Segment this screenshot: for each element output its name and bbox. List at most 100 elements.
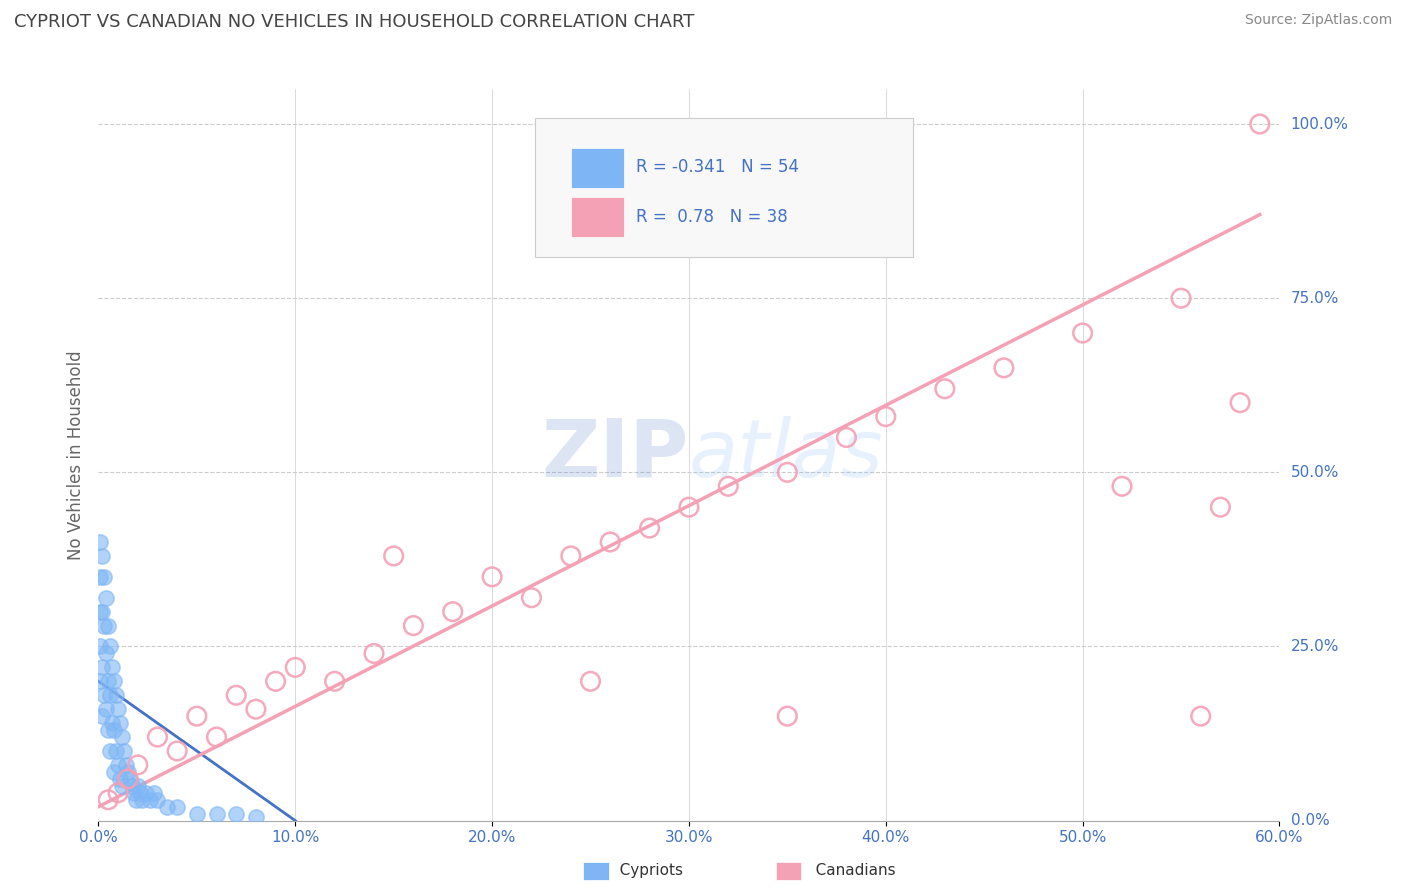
Text: CYPRIOT VS CANADIAN NO VEHICLES IN HOUSEHOLD CORRELATION CHART: CYPRIOT VS CANADIAN NO VEHICLES IN HOUSE…: [14, 13, 695, 31]
Point: [98, 744, 121, 758]
Point: [560, 549, 582, 563]
Point: [98, 640, 121, 654]
Text: 0.0%: 0.0%: [1291, 814, 1329, 828]
Point: [91, 660, 114, 674]
Point: [96, 702, 118, 716]
Point: [108, 772, 131, 786]
Point: [225, 688, 247, 702]
Point: [135, 786, 157, 800]
Point: [441, 605, 464, 619]
Point: [205, 806, 228, 821]
Point: [1071, 326, 1094, 340]
Point: [717, 479, 740, 493]
Point: [115, 758, 138, 772]
Y-axis label: No Vehicles in Household: No Vehicles in Household: [66, 350, 84, 560]
Point: [245, 702, 267, 716]
Point: [382, 549, 405, 563]
Point: [402, 618, 425, 632]
Point: [118, 772, 141, 786]
Point: [93, 570, 115, 584]
Point: [1189, 709, 1212, 723]
Point: [128, 786, 150, 800]
Point: [264, 674, 287, 689]
Point: [117, 772, 139, 786]
Point: [108, 716, 131, 731]
Point: [1209, 500, 1232, 515]
Point: [103, 674, 125, 689]
Point: [93, 688, 115, 702]
Point: [579, 674, 602, 689]
Point: [105, 688, 128, 702]
Point: [225, 806, 247, 821]
Point: [131, 793, 153, 807]
Point: [89, 570, 111, 584]
Point: [111, 730, 134, 744]
Point: [98, 688, 121, 702]
Point: [776, 466, 799, 480]
Text: R = -0.341   N = 54: R = -0.341 N = 54: [636, 159, 799, 177]
Point: [91, 549, 114, 563]
Text: 25.0%: 25.0%: [1291, 639, 1339, 654]
Point: [89, 535, 111, 549]
Point: [91, 709, 114, 723]
Point: [166, 799, 188, 814]
Point: [638, 521, 661, 535]
Text: Source: ZipAtlas.com: Source: ZipAtlas.com: [1244, 13, 1392, 28]
Point: [520, 591, 543, 605]
Point: [97, 618, 120, 632]
Point: [122, 786, 145, 800]
FancyBboxPatch shape: [571, 148, 624, 188]
Point: [776, 709, 799, 723]
Point: [481, 570, 503, 584]
Point: [146, 793, 169, 807]
Point: [166, 744, 188, 758]
Point: [1249, 117, 1271, 131]
Point: [101, 716, 124, 731]
Point: [1111, 479, 1133, 493]
Point: [156, 799, 179, 814]
FancyBboxPatch shape: [571, 197, 624, 237]
Text: Canadians: Canadians: [801, 863, 896, 878]
Point: [323, 674, 346, 689]
Point: [835, 430, 858, 444]
Point: [117, 764, 139, 779]
Text: ZIP: ZIP: [541, 416, 689, 494]
Point: [186, 806, 208, 821]
Point: [142, 786, 165, 800]
Point: [103, 764, 125, 779]
Point: [205, 730, 228, 744]
Point: [127, 758, 149, 772]
Point: [93, 618, 115, 632]
FancyBboxPatch shape: [536, 119, 914, 258]
Point: [678, 500, 700, 515]
Point: [284, 660, 307, 674]
Point: [107, 702, 129, 716]
Point: [89, 605, 111, 619]
Point: [934, 382, 956, 396]
Point: [111, 779, 134, 793]
Point: [875, 409, 897, 424]
Point: [138, 793, 160, 807]
Point: [107, 786, 129, 800]
Point: [89, 674, 111, 689]
Point: [96, 647, 118, 661]
Point: [101, 660, 124, 674]
Text: Cypriots: Cypriots: [605, 863, 682, 878]
Point: [97, 674, 120, 689]
Point: [96, 591, 118, 605]
Point: [103, 723, 125, 737]
Point: [993, 360, 1015, 375]
Point: [186, 709, 208, 723]
Text: 75.0%: 75.0%: [1291, 291, 1339, 306]
Point: [146, 730, 169, 744]
Point: [91, 605, 114, 619]
Text: 50.0%: 50.0%: [1291, 465, 1339, 480]
Point: [107, 758, 129, 772]
Text: atlas: atlas: [689, 416, 884, 494]
Point: [97, 723, 120, 737]
Point: [89, 640, 111, 654]
Point: [112, 744, 135, 758]
Text: 100.0%: 100.0%: [1291, 117, 1348, 131]
Point: [97, 793, 120, 807]
Point: [363, 647, 385, 661]
